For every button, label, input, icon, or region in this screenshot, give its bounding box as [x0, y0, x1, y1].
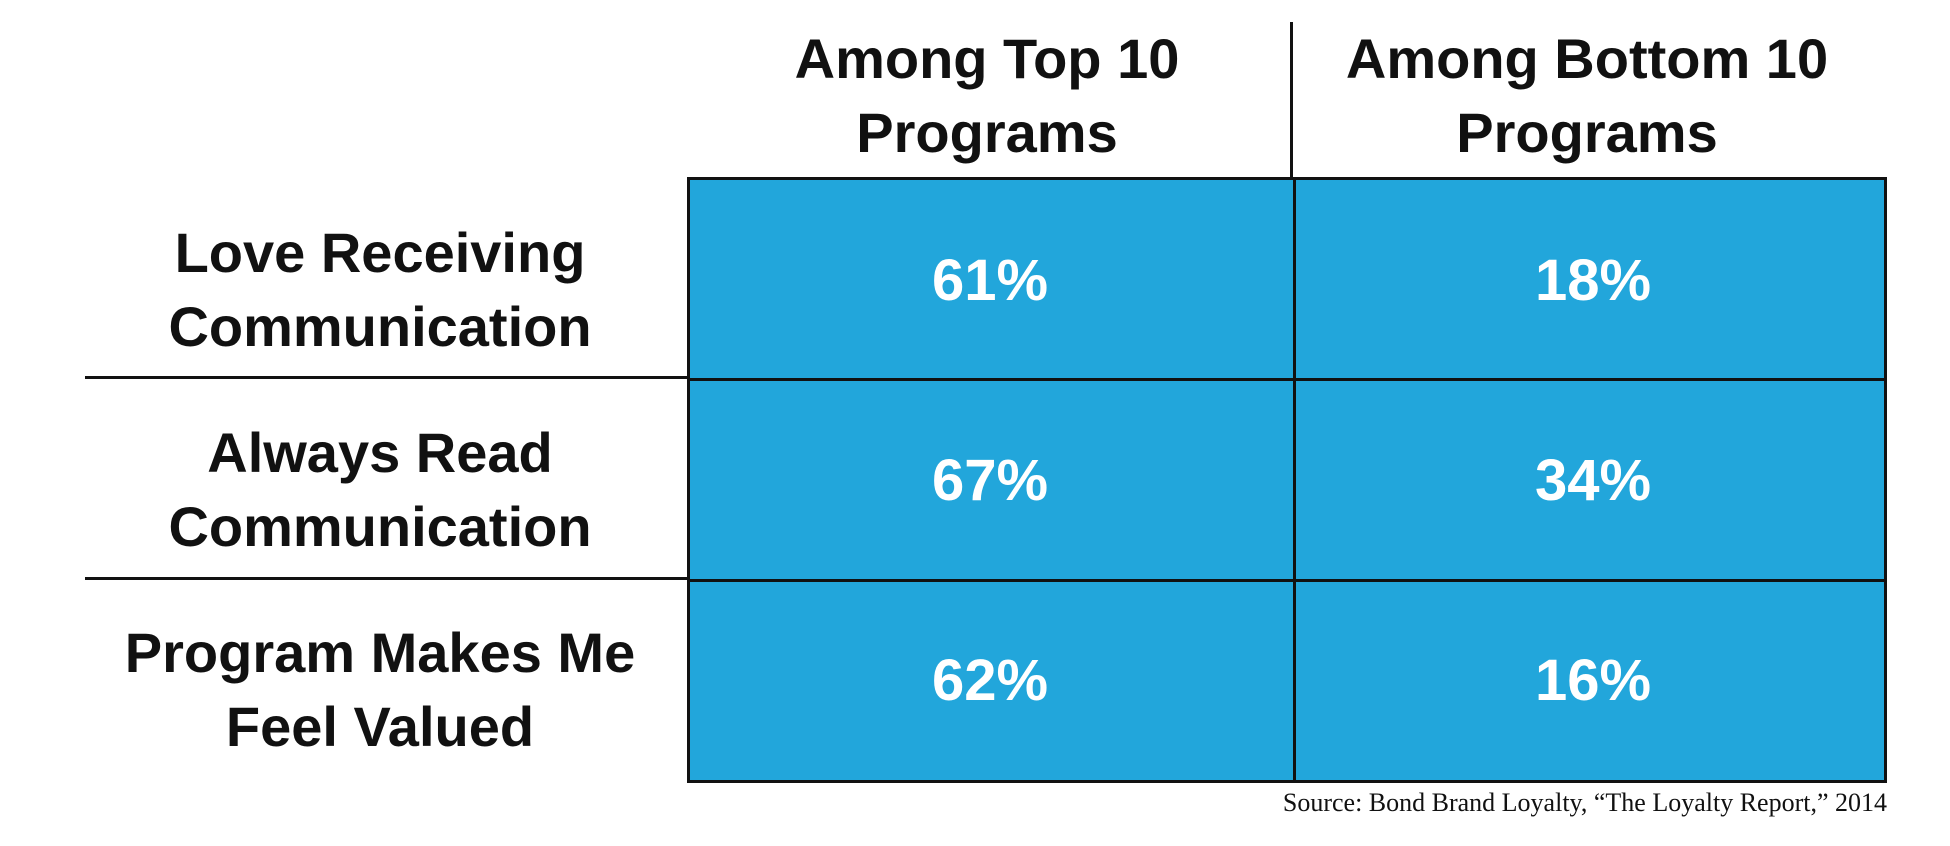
row-label-line: Program Makes Me: [124, 621, 636, 684]
cell-love-receiving-bottom-10: 18%: [1534, 247, 1652, 313]
row-divider: [690, 579, 1884, 582]
row-label-line: Always Read: [207, 421, 553, 484]
cell-feel-valued-bottom-10: 16%: [1534, 647, 1652, 713]
row-label-line: Feel Valued: [225, 695, 535, 758]
column-header-line: Among Bottom 10: [1345, 27, 1829, 90]
cell-feel-valued-top-10: 62%: [931, 647, 1049, 713]
column-header-top-10: Among Top 10 Programs: [687, 22, 1287, 170]
column-header-line: Among Top 10: [794, 27, 1180, 90]
column-header-bottom-10: Among Bottom 10 Programs: [1287, 22, 1887, 170]
row-label-always-read: Always Read Communication: [80, 390, 680, 590]
column-header-line: Programs: [856, 101, 1118, 164]
column-header-line: Programs: [1456, 101, 1718, 164]
cell-love-receiving-top-10: 61%: [931, 247, 1049, 313]
row-separator: [85, 376, 690, 379]
row-divider: [690, 378, 1884, 381]
row-separator: [85, 577, 690, 580]
row-label-feel-valued: Program Makes Me Feel Valued: [80, 590, 680, 790]
column-divider: [1293, 180, 1296, 780]
row-label-line: Communication: [168, 295, 592, 358]
cell-always-read-top-10: 67%: [931, 447, 1049, 513]
row-label-line: Love Receiving: [174, 221, 586, 284]
cell-always-read-bottom-10: 34%: [1534, 447, 1652, 513]
row-label-love-receiving: Love Receiving Communication: [80, 190, 680, 390]
row-label-line: Communication: [168, 495, 592, 558]
data-table: 61% 18% 67% 34% 62% 16%: [687, 177, 1887, 783]
source-note: Source: Bond Brand Loyalty, “The Loyalty…: [1282, 788, 1887, 817]
header-divider: [1290, 22, 1293, 180]
